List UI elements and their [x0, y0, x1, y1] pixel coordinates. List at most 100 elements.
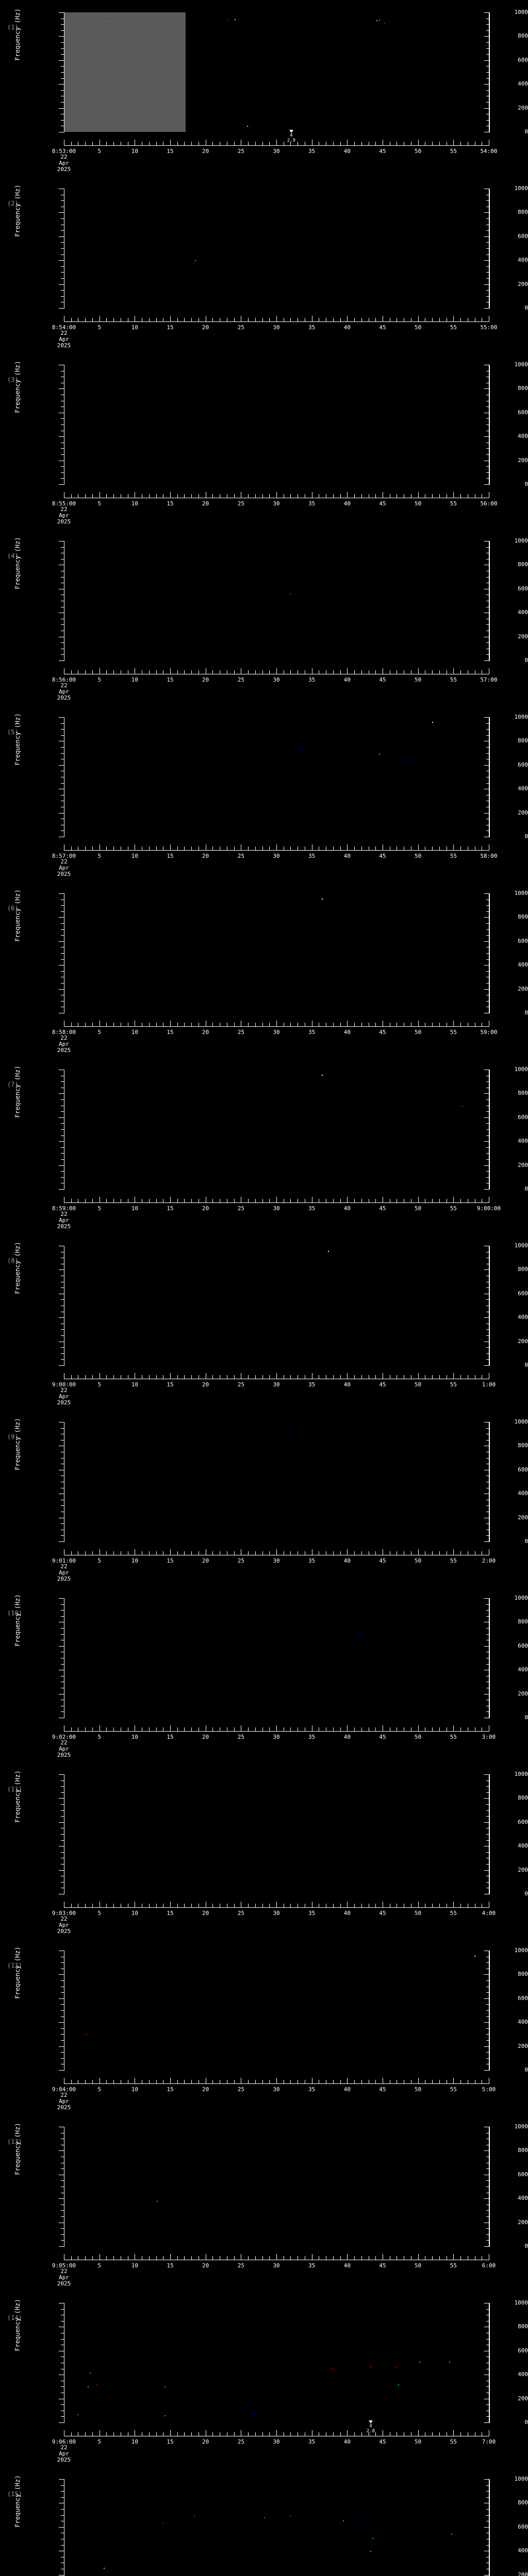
detection-mark [109, 19, 110, 21]
x-tick [460, 2080, 461, 2083]
detection-mark [77, 2414, 78, 2415]
y-axis-title: Frequency (Hz) [14, 1594, 21, 1647]
y-tick [61, 2485, 64, 2486]
x-tick-label: 35 [308, 1029, 316, 1036]
x-tick [333, 142, 334, 145]
y-tick-label: 0 [524, 304, 528, 311]
x-tick-label: 5 [97, 1734, 101, 1740]
y-tick-label: 1000 [514, 1947, 528, 1954]
detection-mark [194, 260, 196, 262]
y-tick [61, 642, 64, 643]
date-stamp: 22 Apr 2025 [57, 1211, 71, 1230]
panel-index-label: (10) [7, 1609, 22, 1617]
y-tick [61, 929, 64, 930]
x-tick [453, 1373, 454, 1379]
x-tick-label: 35 [308, 1205, 316, 1212]
y-tick-right [486, 577, 490, 578]
x-tick [170, 2430, 171, 2436]
y-tick-label: 600 [518, 409, 528, 416]
y-tick-right [486, 1786, 490, 1787]
x-axis-end-label: 55:00 [480, 324, 498, 331]
y-tick-right [486, 959, 490, 960]
x-tick [418, 668, 419, 674]
y-tick [59, 2022, 64, 2023]
x-tick [333, 1023, 334, 1026]
x-tick [212, 846, 213, 850]
y-tick-right [486, 2497, 490, 2498]
x-tick [375, 2432, 376, 2436]
x-tick-label: 15 [167, 1029, 174, 1036]
y-tick [61, 78, 64, 79]
date-stamp: 22 Apr 2025 [57, 2092, 71, 2111]
x-tick [347, 844, 348, 850]
x-tick-label: 15 [167, 676, 174, 683]
x-tick [340, 2432, 341, 2436]
x-tick [106, 670, 107, 674]
panel-index-label: (4) [7, 552, 19, 560]
detection-mark [319, 384, 321, 385]
x-tick [170, 492, 171, 498]
y-tick [61, 1786, 64, 1787]
y-tick-right [486, 272, 490, 273]
x-tick-label: 30 [273, 1910, 280, 1917]
y-tick [59, 1541, 64, 1542]
x-tick [432, 1199, 433, 1202]
x-tick [262, 846, 263, 850]
y-tick [61, 2491, 64, 2492]
y-tick-right [486, 953, 490, 954]
y-tick [59, 436, 64, 437]
x-tick-label: 45 [379, 853, 386, 859]
detection-mark [449, 2361, 450, 2363]
y-tick [61, 2228, 64, 2229]
y-tick [61, 418, 64, 419]
x-tick-label: 15 [167, 2086, 174, 2093]
x-tick [148, 494, 150, 498]
y-tick-right [486, 2016, 490, 2017]
x-tick-label: 5 [97, 324, 101, 331]
date-stamp-line: 22 [60, 154, 68, 160]
y-tick-right [484, 1998, 490, 1999]
date-stamp-line: 22 [60, 2444, 68, 2451]
x-tick [347, 668, 348, 674]
x-tick [113, 2432, 114, 2436]
y-tick [61, 1299, 64, 1300]
x-tick-label: 20 [202, 324, 209, 331]
x-tick [340, 1551, 341, 1555]
y-tick [61, 1347, 64, 1348]
x-tick-label: 45 [379, 324, 386, 331]
y-tick-label: 800 [518, 913, 528, 921]
x-tick-label: 25 [237, 1557, 244, 1564]
y-tick-right [486, 1153, 490, 1154]
x-tick [177, 142, 178, 145]
y-tick-label: 800 [518, 1266, 528, 1273]
y-tick-right [486, 2509, 490, 2510]
y-tick-right [486, 478, 490, 479]
x-axis-start-label: 8:59:00 [52, 1205, 76, 1212]
x-tick [170, 1902, 171, 1907]
x-tick [375, 1023, 376, 1026]
x-tick [113, 318, 114, 321]
y-tick [61, 54, 64, 55]
x-tick-label: 40 [343, 148, 351, 155]
y-tick-right [486, 200, 490, 201]
y-tick [59, 1598, 64, 1599]
x-tick [290, 2256, 291, 2260]
x-tick [248, 2080, 249, 2083]
y-tick-label: 600 [518, 2347, 528, 2354]
y-tick-right [486, 558, 490, 560]
x-tick-label: 40 [343, 1381, 351, 1388]
y-tick-right [486, 1353, 490, 1354]
x-tick [148, 318, 150, 321]
x-tick-label: 20 [202, 1381, 209, 1388]
x-tick [92, 1375, 93, 1379]
date-stamp-line: 2025 [57, 1047, 71, 1054]
x-tick [347, 1373, 348, 1379]
detection-mark [384, 22, 385, 24]
y-tick-label: 200 [518, 809, 528, 816]
x-tick [354, 142, 355, 145]
y-tick-right [484, 1317, 490, 1318]
y-tick [61, 2509, 64, 2510]
x-tick [418, 2254, 419, 2260]
x-tick-label: 20 [202, 2438, 209, 2445]
y-tick-right [486, 1329, 490, 1330]
